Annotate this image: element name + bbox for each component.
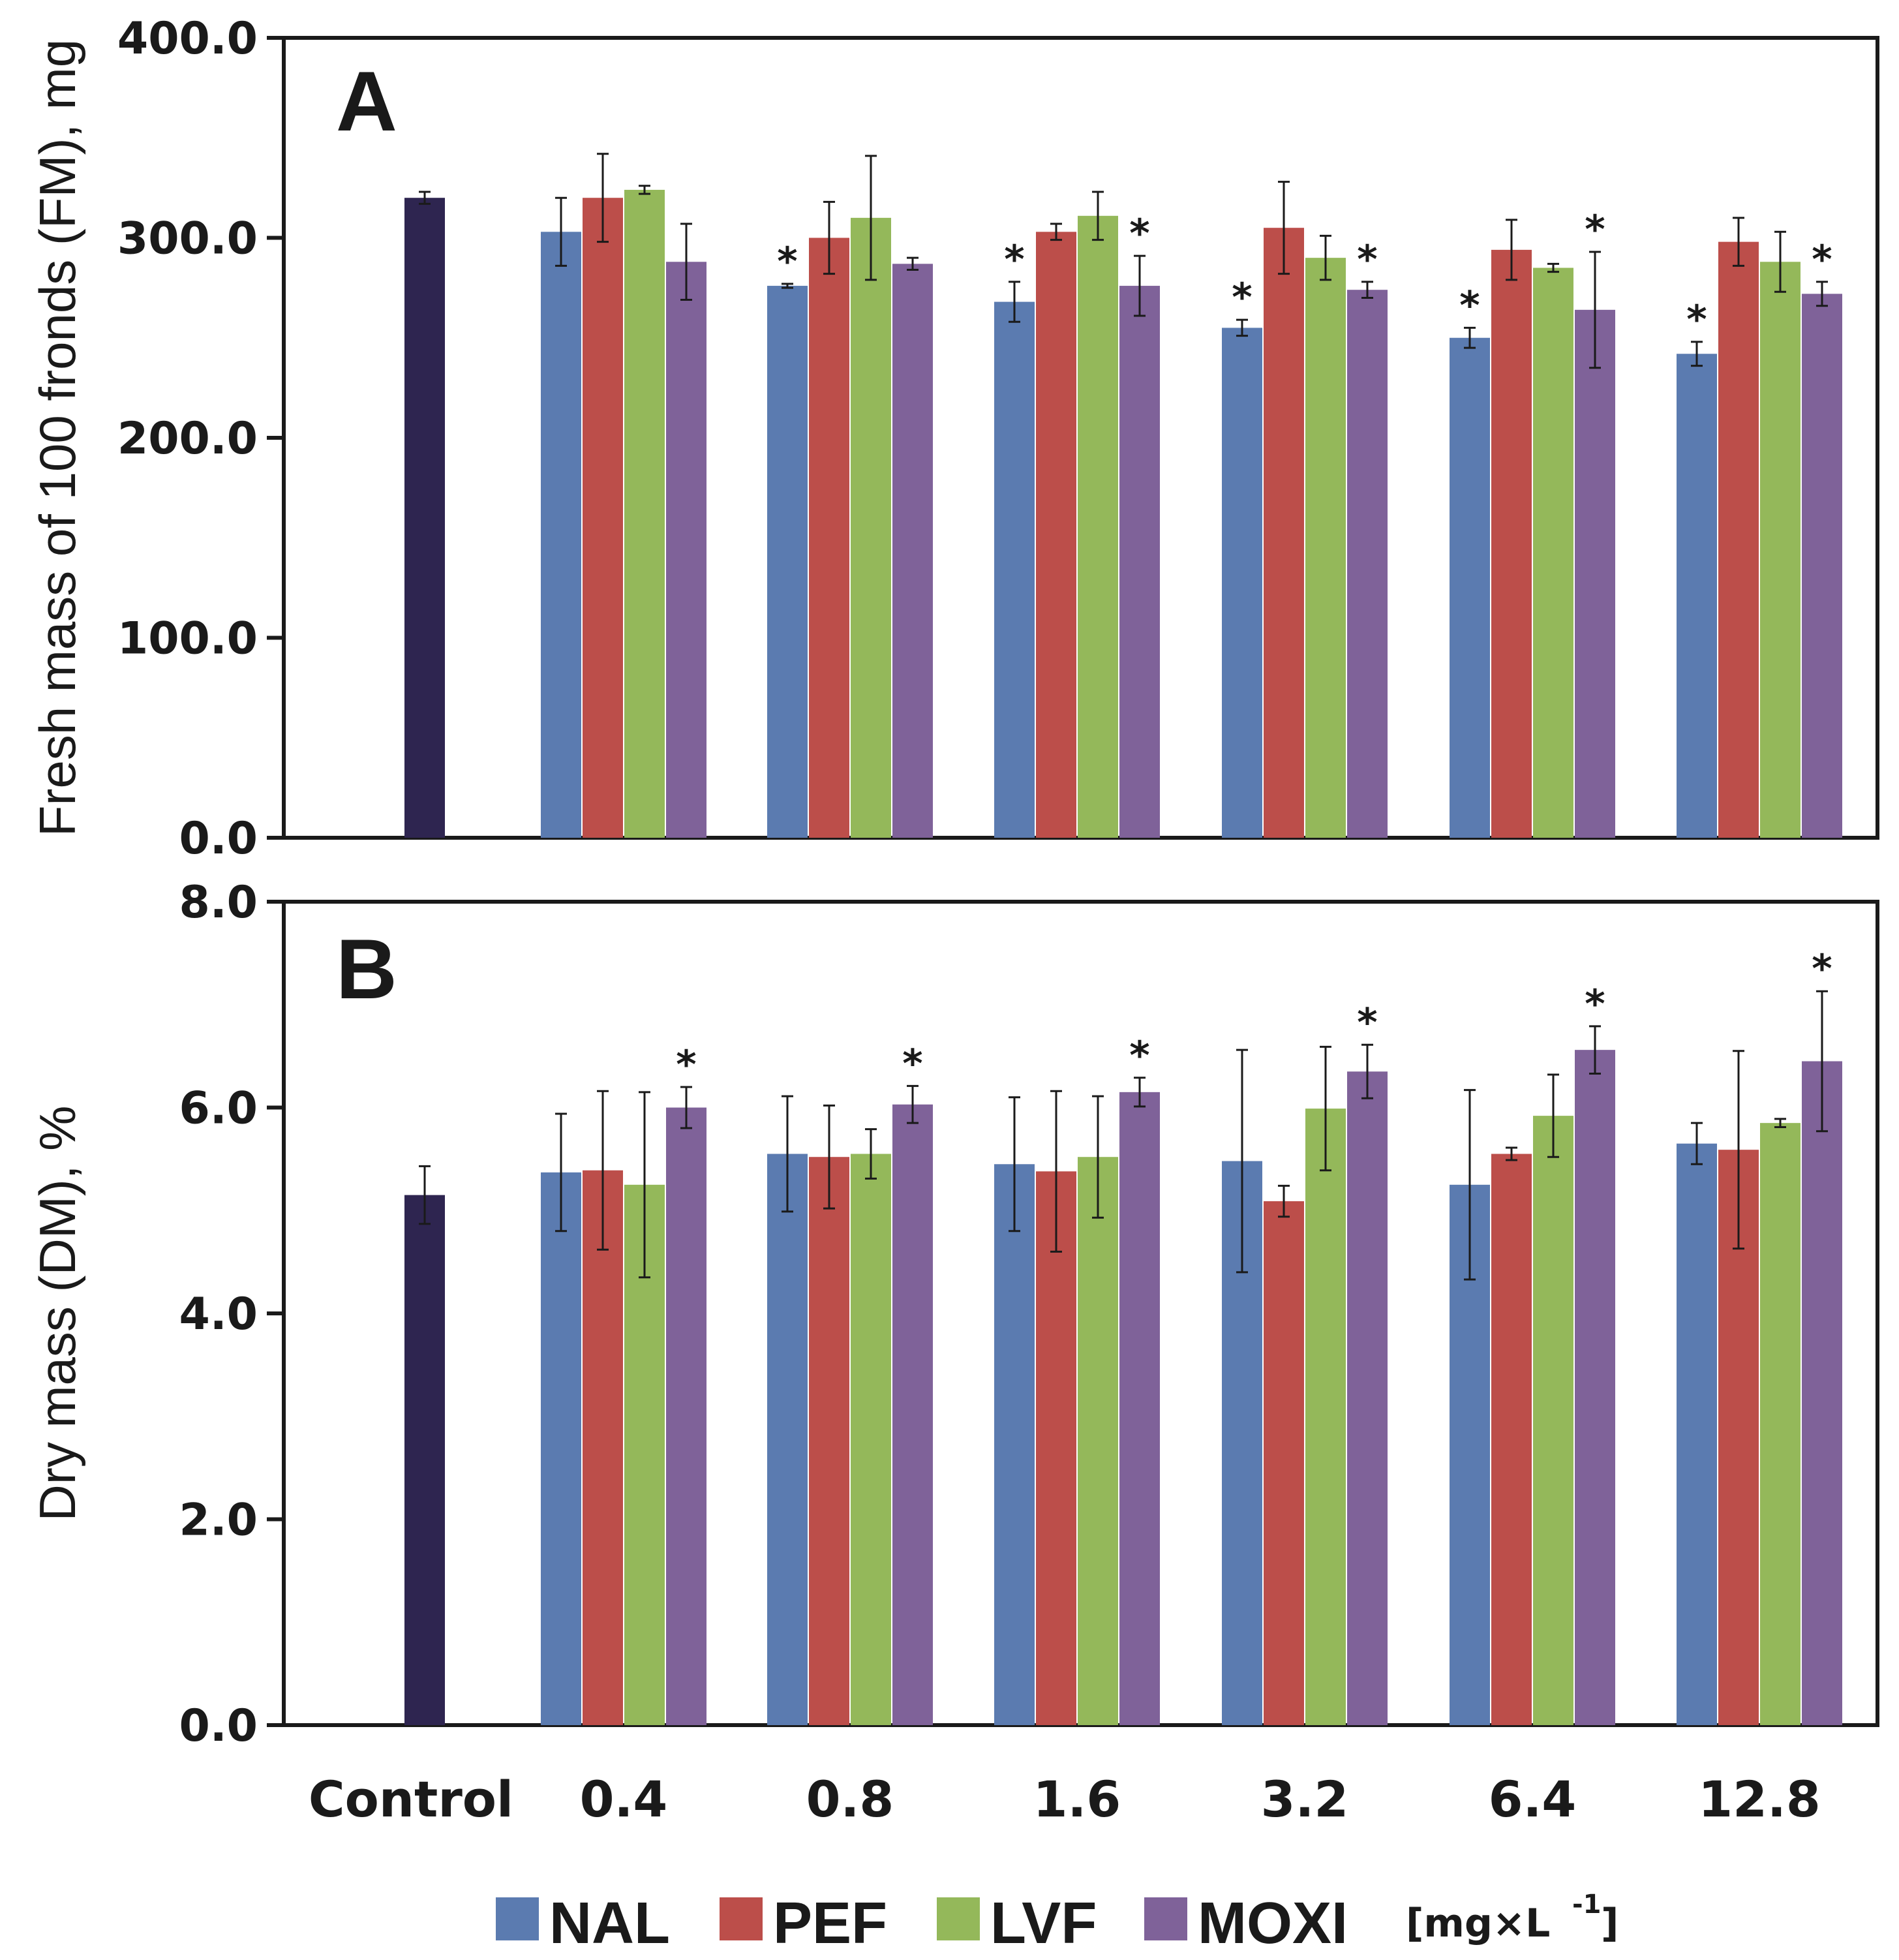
- y-axis-label: Dry mass (DM), %: [29, 1106, 86, 1522]
- legend-label-moxi: MOXI: [1198, 1891, 1348, 1956]
- bar-moxi: [892, 264, 933, 838]
- bar-nal: [994, 301, 1035, 838]
- bar-nal: [1677, 1143, 1717, 1725]
- x-tick-label: 0.8: [806, 1770, 894, 1828]
- x-tick-label: Control: [309, 1770, 513, 1828]
- legend-swatch-nal: [496, 1897, 539, 1940]
- bar-nal: [1450, 337, 1490, 838]
- bar-nal: [994, 1164, 1035, 1725]
- bar-moxi: [1575, 309, 1615, 838]
- significance-star: *: [902, 1041, 922, 1086]
- y-tick-label: 4.0: [179, 1289, 258, 1340]
- bar-moxi: [892, 1104, 933, 1725]
- bar-lvf: [851, 217, 891, 838]
- bar-lvf: [1760, 262, 1800, 838]
- legend-swatch-lvf: [937, 1897, 980, 1940]
- bar-moxi: [1802, 1061, 1842, 1725]
- bar-pef: [1491, 1154, 1532, 1725]
- bar-moxi: [1575, 1050, 1615, 1725]
- y-tick-label: 100.0: [117, 613, 258, 665]
- bar-control: [404, 198, 445, 838]
- bar-nal: [1677, 354, 1717, 838]
- bar-pef: [809, 237, 849, 838]
- legend-swatch-moxi: [1144, 1897, 1187, 1940]
- significance-star: *: [1585, 207, 1605, 253]
- bar-nal: [767, 1154, 808, 1725]
- significance-star: *: [777, 239, 797, 284]
- significance-star: *: [1585, 981, 1605, 1027]
- bar-lvf: [1305, 258, 1346, 838]
- legend-swatch-pef: [720, 1897, 763, 1940]
- x-tick-label: 0.4: [580, 1770, 668, 1828]
- y-axis-label: Fresh mass of 100 fronds (FM), mg: [29, 39, 86, 836]
- y-tick-label: 0.0: [179, 1700, 258, 1752]
- significance-star: *: [1004, 237, 1024, 283]
- bar-lvf: [1078, 215, 1118, 838]
- significance-star: *: [1686, 297, 1707, 343]
- legend-unit-superscript: -1: [1572, 1890, 1601, 1920]
- y-tick-label: 6.0: [179, 1083, 258, 1135]
- bar-nal: [541, 1172, 581, 1725]
- panel-b: 0.0 2.0 4.0 6.0 8.0 Dry mass (DM), % B * * * * * *: [29, 877, 1879, 1752]
- bar-lvf: [1533, 268, 1573, 838]
- significance-star: *: [1459, 283, 1480, 328]
- significance-star: *: [1812, 237, 1832, 283]
- y-tick-label: 200.0: [117, 413, 258, 465]
- x-tick-label: 6.4: [1489, 1770, 1577, 1828]
- significance-star: *: [1129, 211, 1149, 256]
- bar-pef: [1491, 249, 1532, 838]
- bar-pef: [583, 1170, 623, 1725]
- y-tick-label: 300.0: [117, 213, 258, 265]
- bar-moxi: [1347, 1071, 1388, 1725]
- x-axis-categories: Control 0.4 0.8 1.6 3.2 6.4 12.8: [309, 1770, 1821, 1828]
- significance-star: *: [676, 1042, 696, 1088]
- legend-label-pef: PEF: [773, 1891, 887, 1956]
- legend-unit-close: ]: [1601, 1901, 1618, 1946]
- y-tick-label: 2.0: [179, 1495, 258, 1546]
- panel-a: 0.0 100.0 200.0 300.0 400.0 Fresh mass of 100…: [29, 13, 1879, 865]
- significance-star: *: [1129, 1033, 1149, 1079]
- bar-lvf: [624, 189, 665, 838]
- legend-label-lvf: LVF: [990, 1891, 1097, 1956]
- bar-lvf: [1760, 1123, 1800, 1725]
- bar-moxi: [1347, 290, 1388, 838]
- y-tick-label: 8.0: [179, 877, 258, 928]
- bar-pef: [809, 1157, 849, 1725]
- bar-control: [404, 1195, 445, 1725]
- bar-nal: [1222, 328, 1262, 838]
- panel-label: A: [336, 54, 397, 149]
- panel-label: B: [336, 921, 397, 1017]
- significance-star: *: [1812, 946, 1832, 992]
- bar-pef: [1036, 232, 1076, 838]
- bar-lvf: [1078, 1157, 1118, 1725]
- legend-unit: [mg×L: [1406, 1901, 1550, 1946]
- bar-pef: [1264, 1201, 1304, 1725]
- bar-nal: [541, 232, 581, 838]
- bar-pef: [1718, 241, 1759, 838]
- legend: NAL PEF LVF MOXI [mg×L -1]: [496, 1890, 1618, 1956]
- significance-star: *: [1357, 1000, 1377, 1045]
- bar-lvf: [851, 1154, 891, 1725]
- bar-pef: [583, 198, 623, 838]
- bar-moxi: [666, 1107, 706, 1725]
- x-tick-label: 12.8: [1698, 1770, 1821, 1828]
- bar-pef: [1264, 228, 1304, 838]
- bar-lvf: [1305, 1109, 1346, 1725]
- bar-pef: [1036, 1171, 1076, 1725]
- significance-star: *: [1357, 237, 1377, 283]
- y-tick-label: 0.0: [179, 813, 258, 865]
- bar-moxi: [1119, 286, 1160, 838]
- x-tick-label: 1.6: [1033, 1770, 1121, 1828]
- significance-star: *: [1232, 275, 1252, 320]
- y-tick-label: 400.0: [117, 13, 258, 65]
- legend-label-nal: NAL: [549, 1891, 670, 1956]
- bar-moxi: [666, 262, 706, 838]
- bar-moxi: [1802, 294, 1842, 838]
- bar-nal: [767, 286, 808, 838]
- x-tick-label: 3.2: [1261, 1770, 1349, 1828]
- bar-moxi: [1119, 1092, 1160, 1725]
- bar-lvf: [1533, 1116, 1573, 1725]
